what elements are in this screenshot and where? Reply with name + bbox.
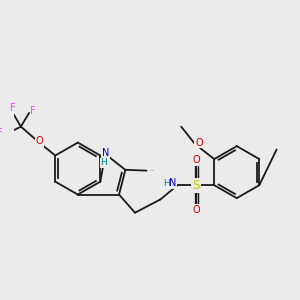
Text: OCH₃ end: OCH₃ end [177, 125, 184, 126]
Text: methyl: methyl [150, 169, 155, 171]
Text: O: O [35, 136, 43, 146]
Text: F: F [30, 106, 36, 116]
Text: O: O [192, 155, 200, 166]
Text: O: O [195, 138, 203, 148]
Text: methyl: methyl [149, 170, 154, 171]
Text: S: S [192, 179, 200, 192]
Text: H: H [163, 178, 170, 188]
Text: F: F [0, 128, 3, 139]
Text: H: H [100, 158, 107, 167]
Text: O: O [192, 205, 200, 215]
Text: methyl: methyl [148, 169, 153, 171]
Text: N: N [169, 178, 176, 188]
Text: F: F [10, 103, 15, 113]
Text: N: N [102, 148, 109, 158]
